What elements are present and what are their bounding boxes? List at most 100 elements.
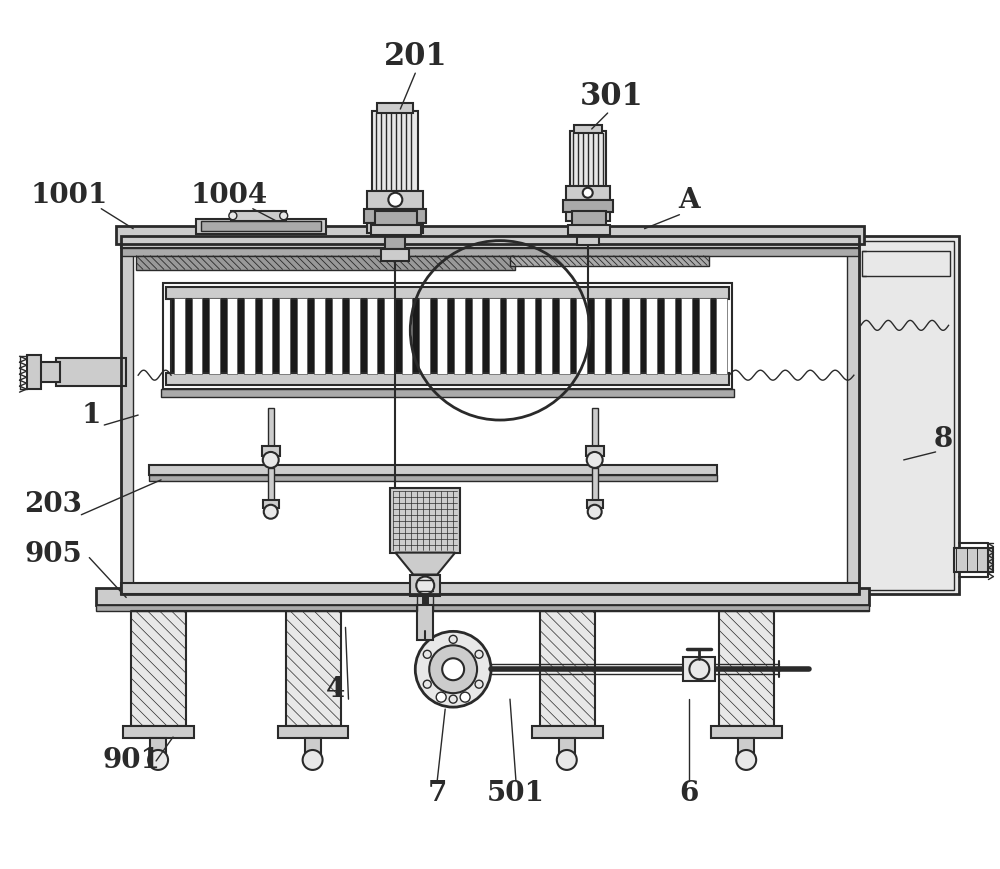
Bar [364,209,426,222]
Bar [566,212,610,221]
Bar [121,235,859,248]
Bar [131,612,186,726]
Circle shape [423,650,431,659]
Bar [738,738,754,760]
Circle shape [475,650,483,659]
Bar [854,235,959,594]
Text: 201: 201 [384,41,447,72]
Bar [332,298,342,375]
Circle shape [442,659,464,680]
Bar [586,446,604,456]
Text: A: A [679,187,700,215]
Circle shape [148,750,168,770]
Bar [174,298,185,375]
Bar [559,738,575,760]
Bar [506,298,517,375]
Text: 4: 4 [326,676,345,703]
Bar [166,288,729,300]
Bar [96,606,869,612]
Bar [410,574,440,596]
Bar [592,408,598,446]
Circle shape [415,632,491,707]
Bar [540,612,595,726]
Bar [268,408,274,446]
Bar [629,298,640,375]
Bar [563,200,613,212]
Bar [244,298,255,375]
Bar [574,125,602,133]
Bar [305,738,321,760]
Bar [38,362,60,382]
Bar [231,210,286,221]
Text: 1: 1 [82,401,101,428]
Circle shape [587,452,603,468]
Bar [161,389,734,397]
Circle shape [263,452,279,468]
Bar [532,726,603,738]
Circle shape [436,693,446,702]
Bar [279,298,290,375]
Bar [385,233,405,249]
Bar [384,298,395,375]
Bar [592,468,598,500]
Bar [150,738,166,760]
Bar [572,210,606,229]
Text: 8: 8 [934,427,953,454]
Bar [121,235,133,594]
Bar [711,726,782,738]
Bar [594,298,605,375]
Bar [390,488,460,553]
Bar [96,587,869,606]
Circle shape [303,750,323,770]
Bar [149,465,717,474]
Bar [349,298,360,375]
Bar [566,186,610,200]
Bar [587,500,603,507]
Bar [121,582,859,594]
Bar [209,298,220,375]
Bar [136,255,515,269]
Bar [402,298,412,375]
Text: 6: 6 [680,780,699,807]
Bar [541,298,552,375]
Bar [263,500,279,507]
Bar [196,219,326,234]
Bar [27,355,41,389]
Bar [417,606,433,640]
Bar [472,298,482,375]
Circle shape [736,750,756,770]
Bar [859,241,954,589]
Bar [297,298,307,375]
Bar [489,298,500,375]
Bar [611,298,622,375]
Bar [163,283,732,389]
Bar [664,298,675,375]
Bar [367,298,377,375]
Bar [286,612,341,726]
Circle shape [460,693,470,702]
Bar [577,235,599,244]
Text: 203: 203 [24,491,82,518]
Bar [699,298,710,375]
Circle shape [264,505,278,519]
Bar [568,225,610,235]
Bar [570,131,606,186]
Bar [121,248,859,255]
Bar [716,298,727,375]
Bar [166,373,729,385]
Text: 301: 301 [580,81,643,111]
Text: 905: 905 [25,541,82,568]
Circle shape [689,660,709,680]
Bar [683,657,715,681]
Text: 901: 901 [102,747,160,774]
Bar [116,226,864,243]
Text: 1004: 1004 [190,182,267,209]
Bar [847,235,859,594]
Bar [367,191,423,209]
Bar [121,235,859,594]
Bar [510,255,709,266]
Bar [377,103,413,113]
Circle shape [229,212,237,220]
Bar [646,298,657,375]
Bar [262,446,280,456]
